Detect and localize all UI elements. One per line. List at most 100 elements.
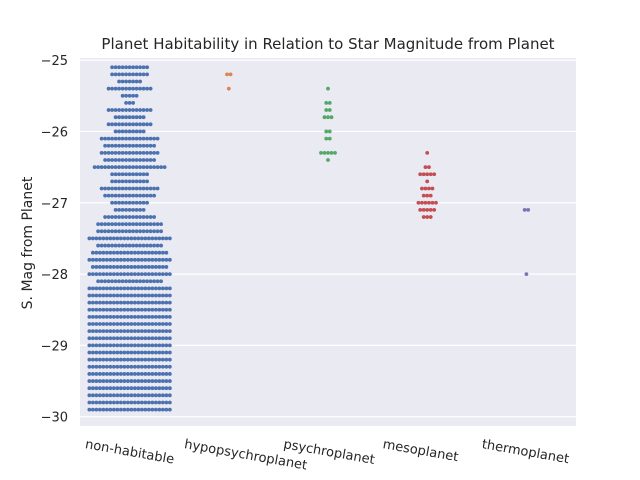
data-point [143, 293, 148, 298]
data-point [129, 257, 134, 262]
data-point [164, 372, 169, 376]
data-point [125, 407, 130, 412]
data-point [143, 386, 148, 391]
data-point [94, 250, 99, 255]
data-point [115, 272, 120, 276]
data-point [427, 186, 431, 191]
data-point [132, 329, 137, 334]
data-point [104, 364, 109, 369]
data-point [164, 236, 169, 241]
data-point [113, 115, 118, 120]
data-point [97, 407, 102, 412]
data-point [329, 115, 334, 120]
data-point [129, 272, 134, 276]
data-point [110, 158, 114, 162]
data-point [101, 357, 106, 362]
data-point [138, 115, 143, 120]
data-point [141, 229, 146, 234]
data-point [152, 158, 157, 162]
data-point [106, 143, 111, 148]
data-point [124, 101, 128, 105]
data-point [90, 372, 95, 376]
data-point [129, 393, 134, 398]
data-point [143, 236, 148, 241]
data-point [124, 108, 128, 112]
data-point [117, 208, 121, 212]
data-point [143, 372, 148, 376]
data-point [132, 265, 137, 269]
data-point [103, 215, 107, 219]
data-point [125, 364, 130, 369]
data-point [145, 229, 150, 234]
data-point [124, 215, 128, 219]
data-point [134, 208, 139, 212]
data-point [160, 307, 165, 312]
data-point [134, 79, 139, 84]
data-point [160, 300, 165, 305]
data-point [134, 279, 139, 284]
data-point [106, 243, 111, 248]
data-point [108, 272, 113, 276]
data-point [115, 407, 120, 412]
data-point [157, 372, 162, 376]
y-tick-label: −30 [41, 411, 68, 426]
data-point [131, 172, 136, 177]
data-point [164, 357, 169, 362]
data-point [150, 357, 155, 362]
data-point [167, 343, 172, 348]
data-point [134, 115, 139, 120]
data-point [141, 208, 146, 212]
data-point [127, 279, 132, 284]
data-point [90, 293, 95, 298]
data-point [125, 357, 130, 362]
data-point [141, 172, 146, 177]
data-point [115, 393, 120, 398]
data-point [141, 143, 146, 148]
data-point [113, 122, 118, 127]
data-point [108, 293, 113, 298]
data-point [117, 72, 121, 77]
data-point [148, 108, 153, 112]
data-point [425, 208, 430, 212]
data-point [139, 364, 144, 369]
data-point [117, 122, 121, 127]
data-point [127, 79, 132, 84]
data-point [134, 193, 139, 198]
data-point [132, 393, 137, 398]
data-point [104, 257, 109, 262]
data-point [326, 158, 330, 162]
data-point [122, 314, 127, 319]
data-point [153, 350, 158, 355]
data-point [326, 115, 330, 120]
data-point [139, 293, 144, 298]
data-point [160, 350, 165, 355]
data-point [127, 208, 132, 212]
data-point [117, 215, 121, 219]
data-point [425, 179, 430, 184]
data-point [152, 222, 157, 227]
data-point [108, 329, 113, 334]
data-point [143, 364, 148, 369]
data-point [129, 236, 134, 241]
data-point [228, 72, 233, 77]
data-point [99, 279, 104, 284]
data-point [150, 265, 155, 269]
data-point [111, 293, 116, 298]
data-point [94, 357, 99, 362]
data-point [122, 407, 127, 412]
data-point [111, 300, 116, 305]
data-point [164, 393, 169, 398]
data-point [118, 379, 123, 383]
data-point [148, 279, 153, 284]
data-point [104, 407, 109, 412]
data-point [108, 314, 113, 319]
data-point [111, 272, 116, 276]
data-point [164, 400, 169, 405]
data-point [152, 243, 157, 248]
data-point [421, 172, 426, 177]
data-point [113, 222, 118, 227]
data-point [120, 229, 125, 234]
data-point [118, 364, 123, 369]
data-point [122, 257, 127, 262]
